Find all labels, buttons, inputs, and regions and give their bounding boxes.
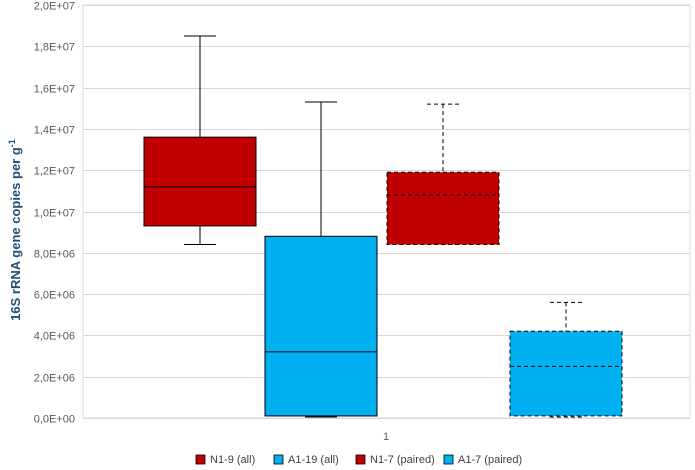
legend-item: N1-7 (paired): [355, 454, 435, 466]
box-iqr: [509, 330, 623, 417]
y-tick-label: 1,2E+07: [34, 166, 75, 178]
legend-label: N1-7 (paired): [370, 454, 435, 466]
legend: N1-9 (all) A1-19 (all) N1-7 (paired) A1-7 (…: [195, 454, 522, 466]
legend-label: A1-7 (paired): [458, 454, 522, 466]
box-a1-19-all: [264, 101, 378, 418]
box-n1-7-paired: [386, 103, 500, 246]
legend-label: A1-19 (all): [288, 454, 339, 466]
legend-item: N1-9 (all): [195, 454, 255, 466]
y-tick-label: 2,0E+06: [34, 373, 75, 385]
boxes: [143, 35, 623, 418]
box-n1-9-all: [143, 35, 257, 246]
legend-item: A1-7 (paired): [443, 454, 522, 466]
legend-swatch: [273, 454, 284, 465]
y-tick-label: 0,0E+00: [34, 414, 75, 426]
x-tick-label: 1: [383, 431, 389, 443]
gridlines: [82, 4, 691, 419]
y-tick-label: 8,0E+06: [34, 249, 75, 261]
y-axis-title-text: 16S rRNA gene copies per g: [8, 147, 23, 321]
box-iqr: [143, 136, 257, 227]
y-tick-label: 4,0E+06: [34, 331, 75, 343]
legend-swatch: [355, 454, 366, 465]
y-tick-label: 1,8E+07: [34, 42, 75, 54]
y-tick-label: 1,0E+07: [34, 208, 75, 220]
y-axis-title: 16S rRNA gene copies per g-1: [7, 139, 23, 321]
y-tick-label: 2,0E+07: [34, 1, 75, 13]
box-iqr: [264, 235, 378, 417]
y-tick-label: 1,4E+07: [34, 125, 75, 137]
legend-item: A1-19 (all): [273, 454, 339, 466]
legend-swatch: [195, 454, 206, 465]
y-axis: 0,0E+00 2,0E+06 4,0E+06 6,0E+06 8,0E+06 1,0E+…: [34, 1, 75, 426]
box-iqr: [386, 171, 500, 246]
legend-swatch: [443, 454, 454, 465]
box-a1-7-paired: [509, 301, 623, 418]
legend-label: N1-9 (all): [210, 454, 255, 466]
y-tick-label: 6,0E+06: [34, 290, 75, 302]
y-axis-title-superscript: -1: [7, 139, 17, 147]
y-tick-label: 1,6E+07: [34, 84, 75, 96]
